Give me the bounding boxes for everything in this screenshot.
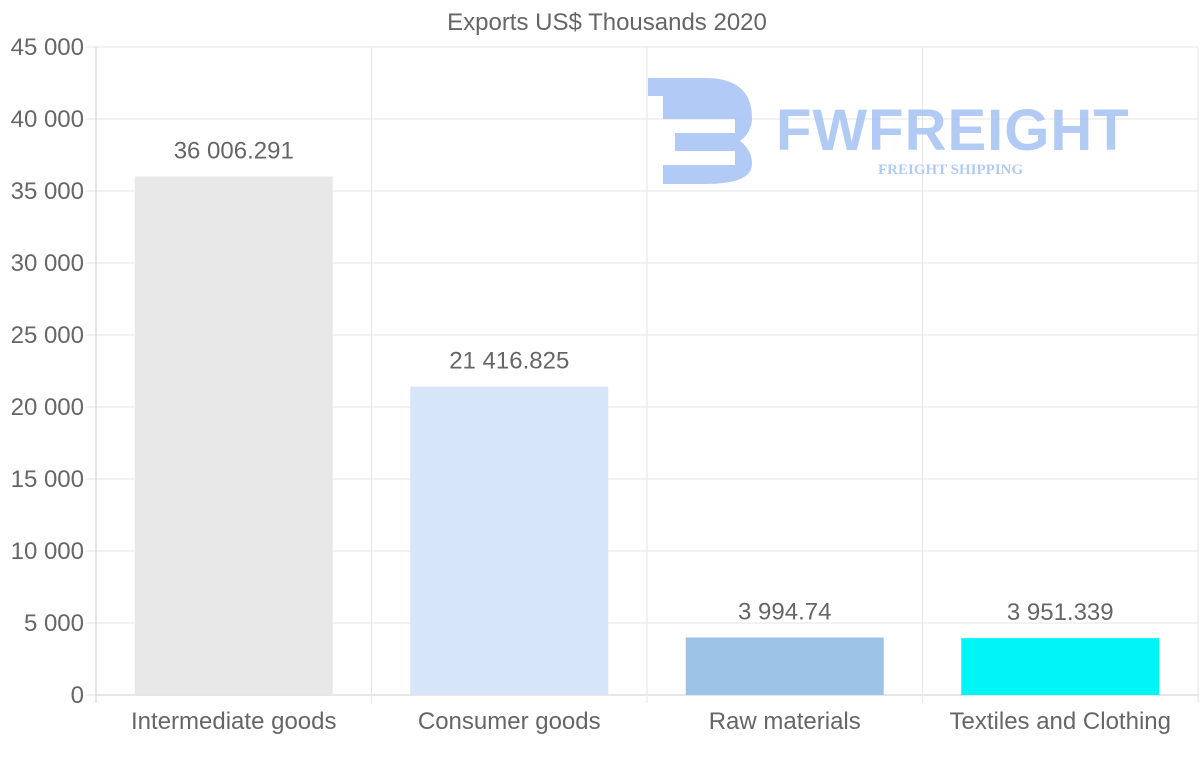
y-tick-label: 35 000	[11, 178, 84, 205]
x-tick-label: Raw materials	[709, 708, 861, 735]
bar-value-label: 21 416.825	[449, 348, 569, 375]
y-tick-label: 25 000	[11, 322, 84, 349]
watermark-tagline: FREIGHT SHIPPING	[878, 162, 1023, 178]
bar[interactable]	[961, 638, 1160, 695]
watermark-brand: FWFREIGHT	[776, 98, 1130, 163]
y-tick-label: 20 000	[11, 394, 84, 421]
y-tick-label: 40 000	[11, 106, 84, 133]
bars: 36 006.291 21 416.825 3 994.74 3 951.339	[134, 138, 1160, 696]
bar[interactable]	[685, 637, 884, 695]
x-tick-label: Intermediate goods	[131, 708, 336, 735]
bar-value-label: 36 006.291	[174, 138, 294, 165]
bar[interactable]	[410, 386, 609, 695]
y-axis-ticks: 0 5 000 10 000 15 000 20 000 25 000 30 000 35 0…	[11, 34, 84, 709]
y-tick-label: 10 000	[11, 538, 84, 565]
y-tick-label: 45 000	[11, 34, 84, 61]
x-tick-label: Textiles and Clothing	[950, 708, 1171, 735]
x-axis-ticks: Intermediate goods Consumer goods Raw mate…	[131, 708, 1171, 735]
y-tick-label: 5 000	[24, 610, 84, 637]
bar-value-label: 3 951.339	[1007, 599, 1114, 626]
watermark-logo-mark	[648, 78, 752, 184]
y-tick-label: 0	[71, 682, 84, 709]
watermark-logo: FWFREIGHT FREIGHT SHIPPING	[648, 78, 1130, 184]
bar-value-label: 3 994.74	[738, 598, 831, 625]
bar[interactable]	[134, 176, 333, 696]
chart-title: Exports US$ Thousands 2020	[447, 9, 767, 36]
x-tick-label: Consumer goods	[418, 708, 601, 735]
y-tick-label: 30 000	[11, 250, 84, 277]
y-tick-label: 15 000	[11, 466, 84, 493]
